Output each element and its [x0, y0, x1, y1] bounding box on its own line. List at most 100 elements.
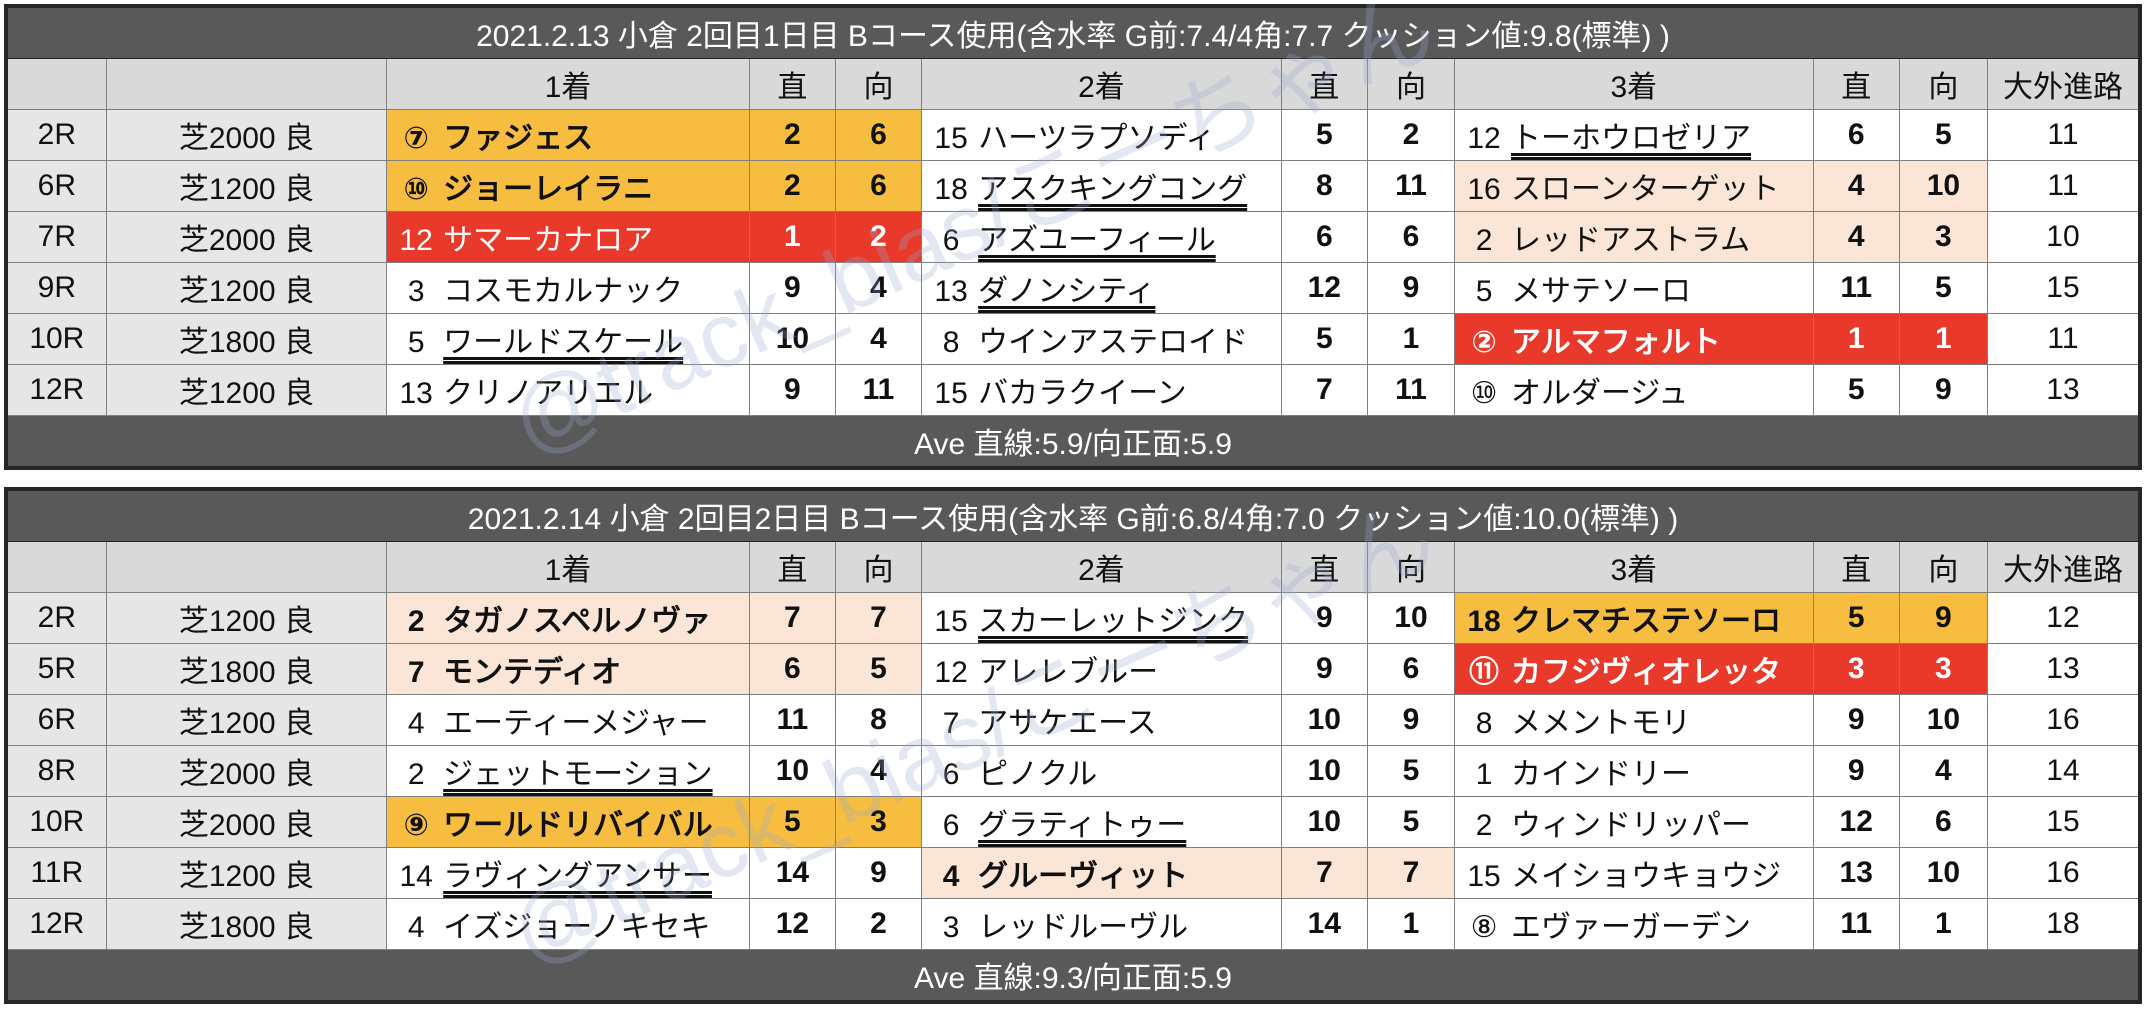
race-cell: 11R: [5, 847, 107, 899]
horse-number: 4: [942, 860, 960, 893]
horse-name: レッドルーヴル: [978, 911, 1189, 944]
horse-cell: 5 メサテソーロ: [1454, 262, 1814, 314]
course-cell: 芝1200 良: [105, 592, 388, 644]
straight-value: 14: [1280, 898, 1368, 950]
horse-name: クリノアリエル: [443, 377, 654, 410]
turn-value: 3: [834, 796, 923, 848]
course-cell: 芝1800 良: [105, 898, 388, 950]
horse-name: ウィンドリッパー: [1511, 809, 1752, 842]
race-row: 9R 芝1200 良 3 コスモカルナック 9 4 13 ダノンシティ 12 9 5 メサテソーロ 11…: [5, 262, 2141, 314]
horse-cell: 3 コスモカルナック: [386, 262, 750, 314]
race-cell: 6R: [5, 160, 107, 212]
horse-name: ハーツラプソディ: [978, 122, 1216, 155]
horse-name: スローンターゲット: [1511, 173, 1780, 206]
horse-number: 12: [934, 656, 968, 689]
horse-name: メメントモリ: [1511, 707, 1692, 740]
horse-name: エーティーメジャー: [443, 707, 709, 740]
horse-cell: 4 グルーヴィット: [921, 847, 1282, 899]
straight-value: 1: [748, 211, 836, 263]
results-table: 2021.2.14 小倉 2回目2日目 Bコース使用(含水率 G前:6.8/4角…: [4, 487, 2142, 1004]
turn-value: 9: [1898, 592, 1988, 644]
horse-cell: 2 ウィンドリッパー: [1454, 796, 1814, 848]
horse-cell: 18 クレマチステソーロ: [1454, 592, 1814, 644]
horse-name: エヴァーガーデン: [1511, 911, 1752, 944]
outside-value: 15: [1986, 262, 2141, 314]
straight-value: 9: [1812, 745, 1900, 797]
straight-value: 4: [1812, 211, 1900, 263]
horse-number: 15: [934, 605, 968, 638]
horse-number: 4: [407, 911, 425, 944]
horse-cell: 6 グラティトゥー: [921, 796, 1282, 848]
straight-value: 2: [748, 160, 836, 212]
horse-number: 6: [942, 809, 960, 842]
turn-value: 1: [1898, 898, 1988, 950]
horse-number: 5: [1475, 275, 1493, 308]
header-cell: 3着: [1454, 58, 1814, 110]
average-footer: Ave 直線:9.3/向正面:5.9: [5, 949, 2141, 1003]
header-cell: [5, 58, 107, 110]
horse-cell: 14 ラヴィングアンサー: [386, 847, 750, 899]
race-row: 10R 芝2000 良 ⑨ ワールドリバイバル 5 3 6 グラティトゥー 10 5 2 ウィンドリッ…: [5, 796, 2141, 848]
horse-number: ⑦: [403, 122, 429, 155]
race-cell: 6R: [5, 694, 107, 746]
horse-name: ラヴィングアンサー: [443, 860, 712, 893]
race-cell: 12R: [5, 898, 107, 950]
course-cell: 芝1200 良: [105, 364, 388, 416]
course-cell: 芝1200 良: [105, 694, 388, 746]
straight-value: 10: [748, 313, 836, 365]
horse-name: サマーカナロア: [443, 224, 654, 257]
race-cell: 10R: [5, 313, 107, 365]
outside-value: 18: [1986, 898, 2141, 950]
header-cell: 向: [834, 58, 923, 110]
straight-value: 5: [1280, 313, 1368, 365]
turn-value: 5: [1366, 745, 1456, 797]
race-row: 12R 芝1200 良 13 クリノアリエル 9 11 15 バカラクイーン 7 11 ⑩ オルダージ…: [5, 364, 2141, 416]
horse-name: アズユーフィール: [978, 224, 1216, 257]
horse-cell: 3 レッドルーヴル: [921, 898, 1282, 950]
outside-value: 11: [1986, 160, 2141, 212]
horse-number: 15: [934, 377, 968, 410]
straight-value: 7: [1280, 847, 1368, 899]
horse-cell: 7 モンテディオ: [386, 643, 750, 695]
outside-value: 14: [1986, 745, 2141, 797]
horse-cell: 13 ダノンシティ: [921, 262, 1282, 314]
horse-number: ⑩: [1470, 377, 1498, 410]
results-table: 2021.2.13 小倉 2回目1日目 Bコース使用(含水率 G前:7.4/4角…: [4, 4, 2142, 470]
outside-value: 10: [1986, 211, 2141, 263]
horse-cell: 12 サマーカナロア: [386, 211, 750, 263]
race-cell: 12R: [5, 364, 107, 416]
horse-number: 18: [1467, 605, 1501, 638]
turn-value: 2: [834, 898, 923, 950]
course-cell: 芝1200 良: [105, 160, 388, 212]
course-cell: 芝2000 良: [105, 796, 388, 848]
horse-number: ⑨: [403, 809, 429, 842]
course-cell: 芝1200 良: [105, 262, 388, 314]
horse-number: 15: [1467, 860, 1501, 893]
horse-cell: 7 アサケエース: [921, 694, 1282, 746]
horse-name: カフジヴィオレッタ: [1511, 656, 1782, 689]
horse-number: 6: [942, 224, 960, 257]
average-footer: Ave 直線:5.9/向正面:5.9: [5, 415, 2141, 469]
horse-cell: 13 クリノアリエル: [386, 364, 750, 416]
straight-value: 3: [1812, 643, 1900, 695]
race-row: 10R 芝1800 良 5 ワールドスケール 10 4 8 ウインアステロイド 5 1 ② アルマフォ…: [5, 313, 2141, 365]
straight-value: 7: [1280, 364, 1368, 416]
outside-value: 16: [1986, 694, 2141, 746]
race-cell: 2R: [5, 109, 107, 161]
horse-cell: ⑨ ワールドリバイバル: [386, 796, 750, 848]
turn-value: 6: [1898, 796, 1988, 848]
turn-value: 11: [1366, 160, 1456, 212]
horse-name: コスモカルナック: [443, 275, 684, 308]
horse-number: 16: [1467, 173, 1501, 206]
header-cell: 1着: [386, 58, 750, 110]
horse-number: 5: [407, 326, 425, 359]
race-cell: 7R: [5, 211, 107, 263]
straight-value: 12: [1812, 796, 1900, 848]
race-row: 8R 芝2000 良 2 ジェットモーション 10 4 6 ピノクル 10 5 1 カインドリー 9 4 1…: [5, 745, 2141, 797]
race-row: 12R 芝1800 良 4 イズジョーノキセキ 12 2 3 レッドルーヴル 14 1 ⑧ エヴァーガ…: [5, 898, 2141, 950]
header-cell: 向: [834, 541, 923, 593]
turn-value: 6: [834, 109, 923, 161]
course-cell: 芝1800 良: [105, 313, 388, 365]
horse-cell: 4 エーティーメジャー: [386, 694, 750, 746]
course-cell: 芝2000 良: [105, 211, 388, 263]
